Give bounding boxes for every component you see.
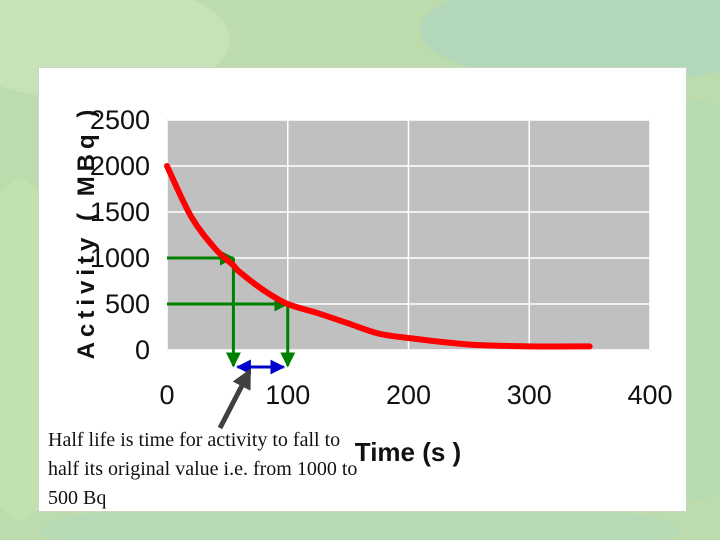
x-axis-title: Time (s ) bbox=[355, 437, 461, 467]
y-tick-label: 1000 bbox=[90, 243, 150, 273]
y-tick-label: 1500 bbox=[90, 197, 150, 227]
x-tick-labels: 0 100 200 300 400 bbox=[159, 380, 672, 410]
y-axis-title: Activity ( MBq ) bbox=[73, 105, 100, 360]
x-tick-label: 100 bbox=[265, 380, 310, 410]
x-tick-label: 0 bbox=[159, 380, 174, 410]
x-tick-label: 400 bbox=[627, 380, 672, 410]
y-tick-label: 0 bbox=[135, 335, 150, 365]
y-tick-label: 2000 bbox=[90, 151, 150, 181]
y-tick-label: 500 bbox=[105, 289, 150, 319]
x-tick-label: 300 bbox=[507, 380, 552, 410]
y-tick-labels: 0 500 1000 1500 2000 2500 bbox=[90, 105, 150, 365]
half-life-caption: Half life is time for activity to fall t… bbox=[48, 429, 358, 509]
y-tick-label: 2500 bbox=[90, 105, 150, 135]
decay-curve-series bbox=[164, 163, 593, 350]
pointer-arrow bbox=[217, 368, 252, 430]
half-life-annotations bbox=[167, 250, 296, 375]
x-tick-label: 200 bbox=[386, 380, 431, 410]
